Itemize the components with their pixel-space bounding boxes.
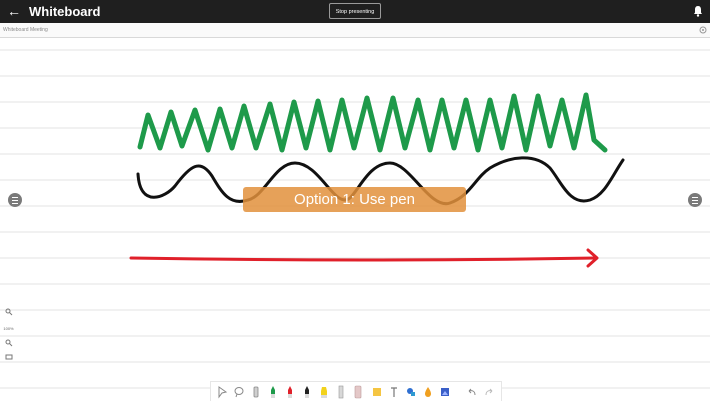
drawing-toolbar [210, 381, 502, 401]
zoom-controls: 100% [2, 308, 15, 368]
red-arrow-stroke[interactable] [129, 248, 599, 268]
sticky-note-icon[interactable] [371, 385, 383, 399]
image-icon[interactable] [439, 385, 451, 399]
bell-icon[interactable] [693, 5, 703, 17]
black-wave-stroke[interactable] [136, 156, 625, 206]
red-pen-icon[interactable] [284, 385, 296, 399]
gear-icon[interactable] [699, 26, 707, 34]
document-name: Whiteboard Meeting [3, 27, 48, 33]
zoom-level: 100% [3, 326, 14, 331]
instruction-toast: Option 1: Use pen [243, 187, 466, 212]
text-icon[interactable] [388, 385, 400, 399]
eraser-icon[interactable] [250, 385, 262, 399]
zoom-in-icon[interactable] [3, 308, 14, 318]
shapes-icon[interactable] [405, 385, 417, 399]
yellow-highlighter-icon[interactable] [318, 385, 330, 399]
green-zigzag-stroke[interactable] [137, 92, 608, 153]
select-cursor-icon[interactable] [216, 385, 228, 399]
redo-icon[interactable] [483, 385, 495, 399]
black-pen-icon[interactable] [301, 385, 313, 399]
fill-icon[interactable] [422, 385, 434, 399]
left-menu-button[interactable] [8, 193, 22, 207]
back-arrow-icon[interactable]: ← [7, 3, 21, 19]
green-pen-icon[interactable] [267, 385, 279, 399]
ruler-icon[interactable] [335, 385, 347, 399]
right-menu-button[interactable] [688, 193, 702, 207]
stop-presenting-button[interactable]: Stop presenting [329, 3, 381, 19]
ruled-lines [0, 49, 710, 389]
pen-case-icon[interactable] [352, 385, 364, 399]
whiteboard-canvas[interactable] [0, 38, 710, 400]
zoom-out-icon[interactable] [3, 339, 14, 349]
document-bar: Whiteboard Meeting [0, 23, 710, 38]
fit-screen-icon[interactable] [3, 353, 14, 363]
app-title: Whiteboard [29, 4, 101, 19]
app-header: ← Whiteboard Stop presenting [0, 0, 710, 23]
lasso-icon[interactable] [233, 385, 245, 399]
undo-icon[interactable] [466, 385, 478, 399]
